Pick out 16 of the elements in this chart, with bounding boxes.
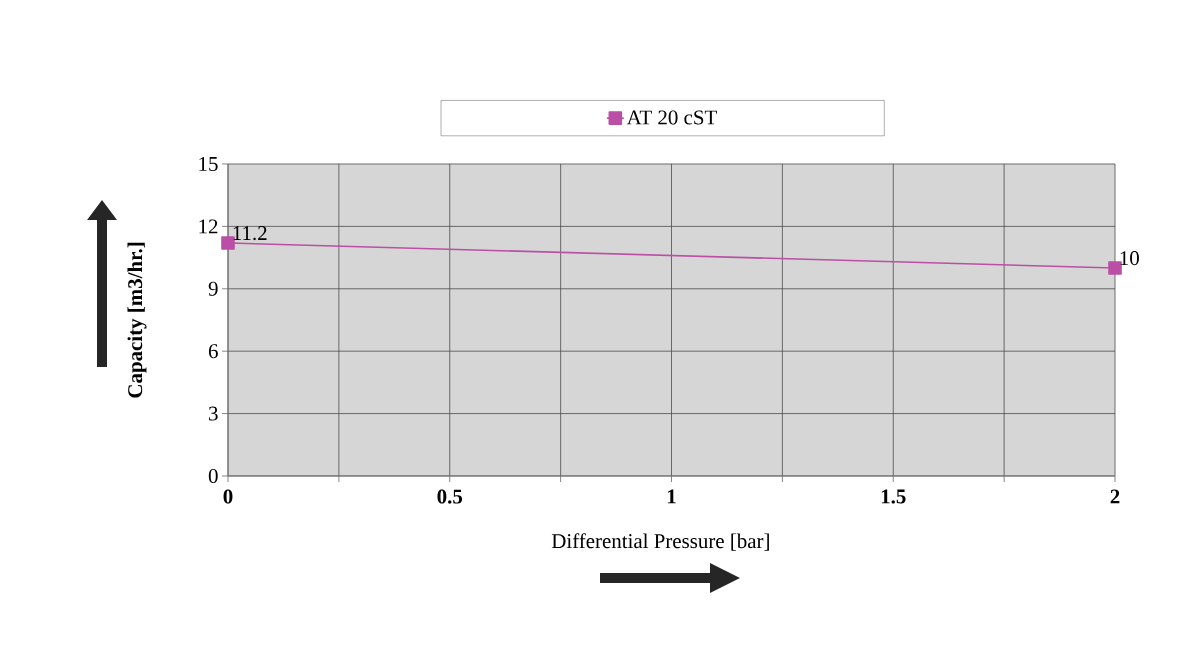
y-tick-label: 0 <box>208 468 218 484</box>
x-tick-label: 0.5 <box>437 489 463 504</box>
y-tick-label: 9 <box>208 281 218 296</box>
x-tick-label: 1 <box>667 489 676 504</box>
x-axis-title: Differential Pressure [bar] <box>551 533 769 551</box>
y-tick-label: 3 <box>209 406 218 421</box>
data-label: 11.2 <box>233 226 267 241</box>
data-label: 10 <box>1120 251 1139 266</box>
y-axis-title: Capacity [m3/hr.] <box>127 242 147 398</box>
legend-label: AT 20 cST <box>626 110 717 125</box>
y-tick-label: 15 <box>199 156 218 171</box>
x-tick-label: 2 <box>1110 489 1120 504</box>
x-tick-label: 1.5 <box>881 489 906 504</box>
y-tick-label: 6 <box>208 344 218 359</box>
x-tick-label: 0 <box>223 489 233 504</box>
y-tick-label: 12 <box>199 219 218 234</box>
